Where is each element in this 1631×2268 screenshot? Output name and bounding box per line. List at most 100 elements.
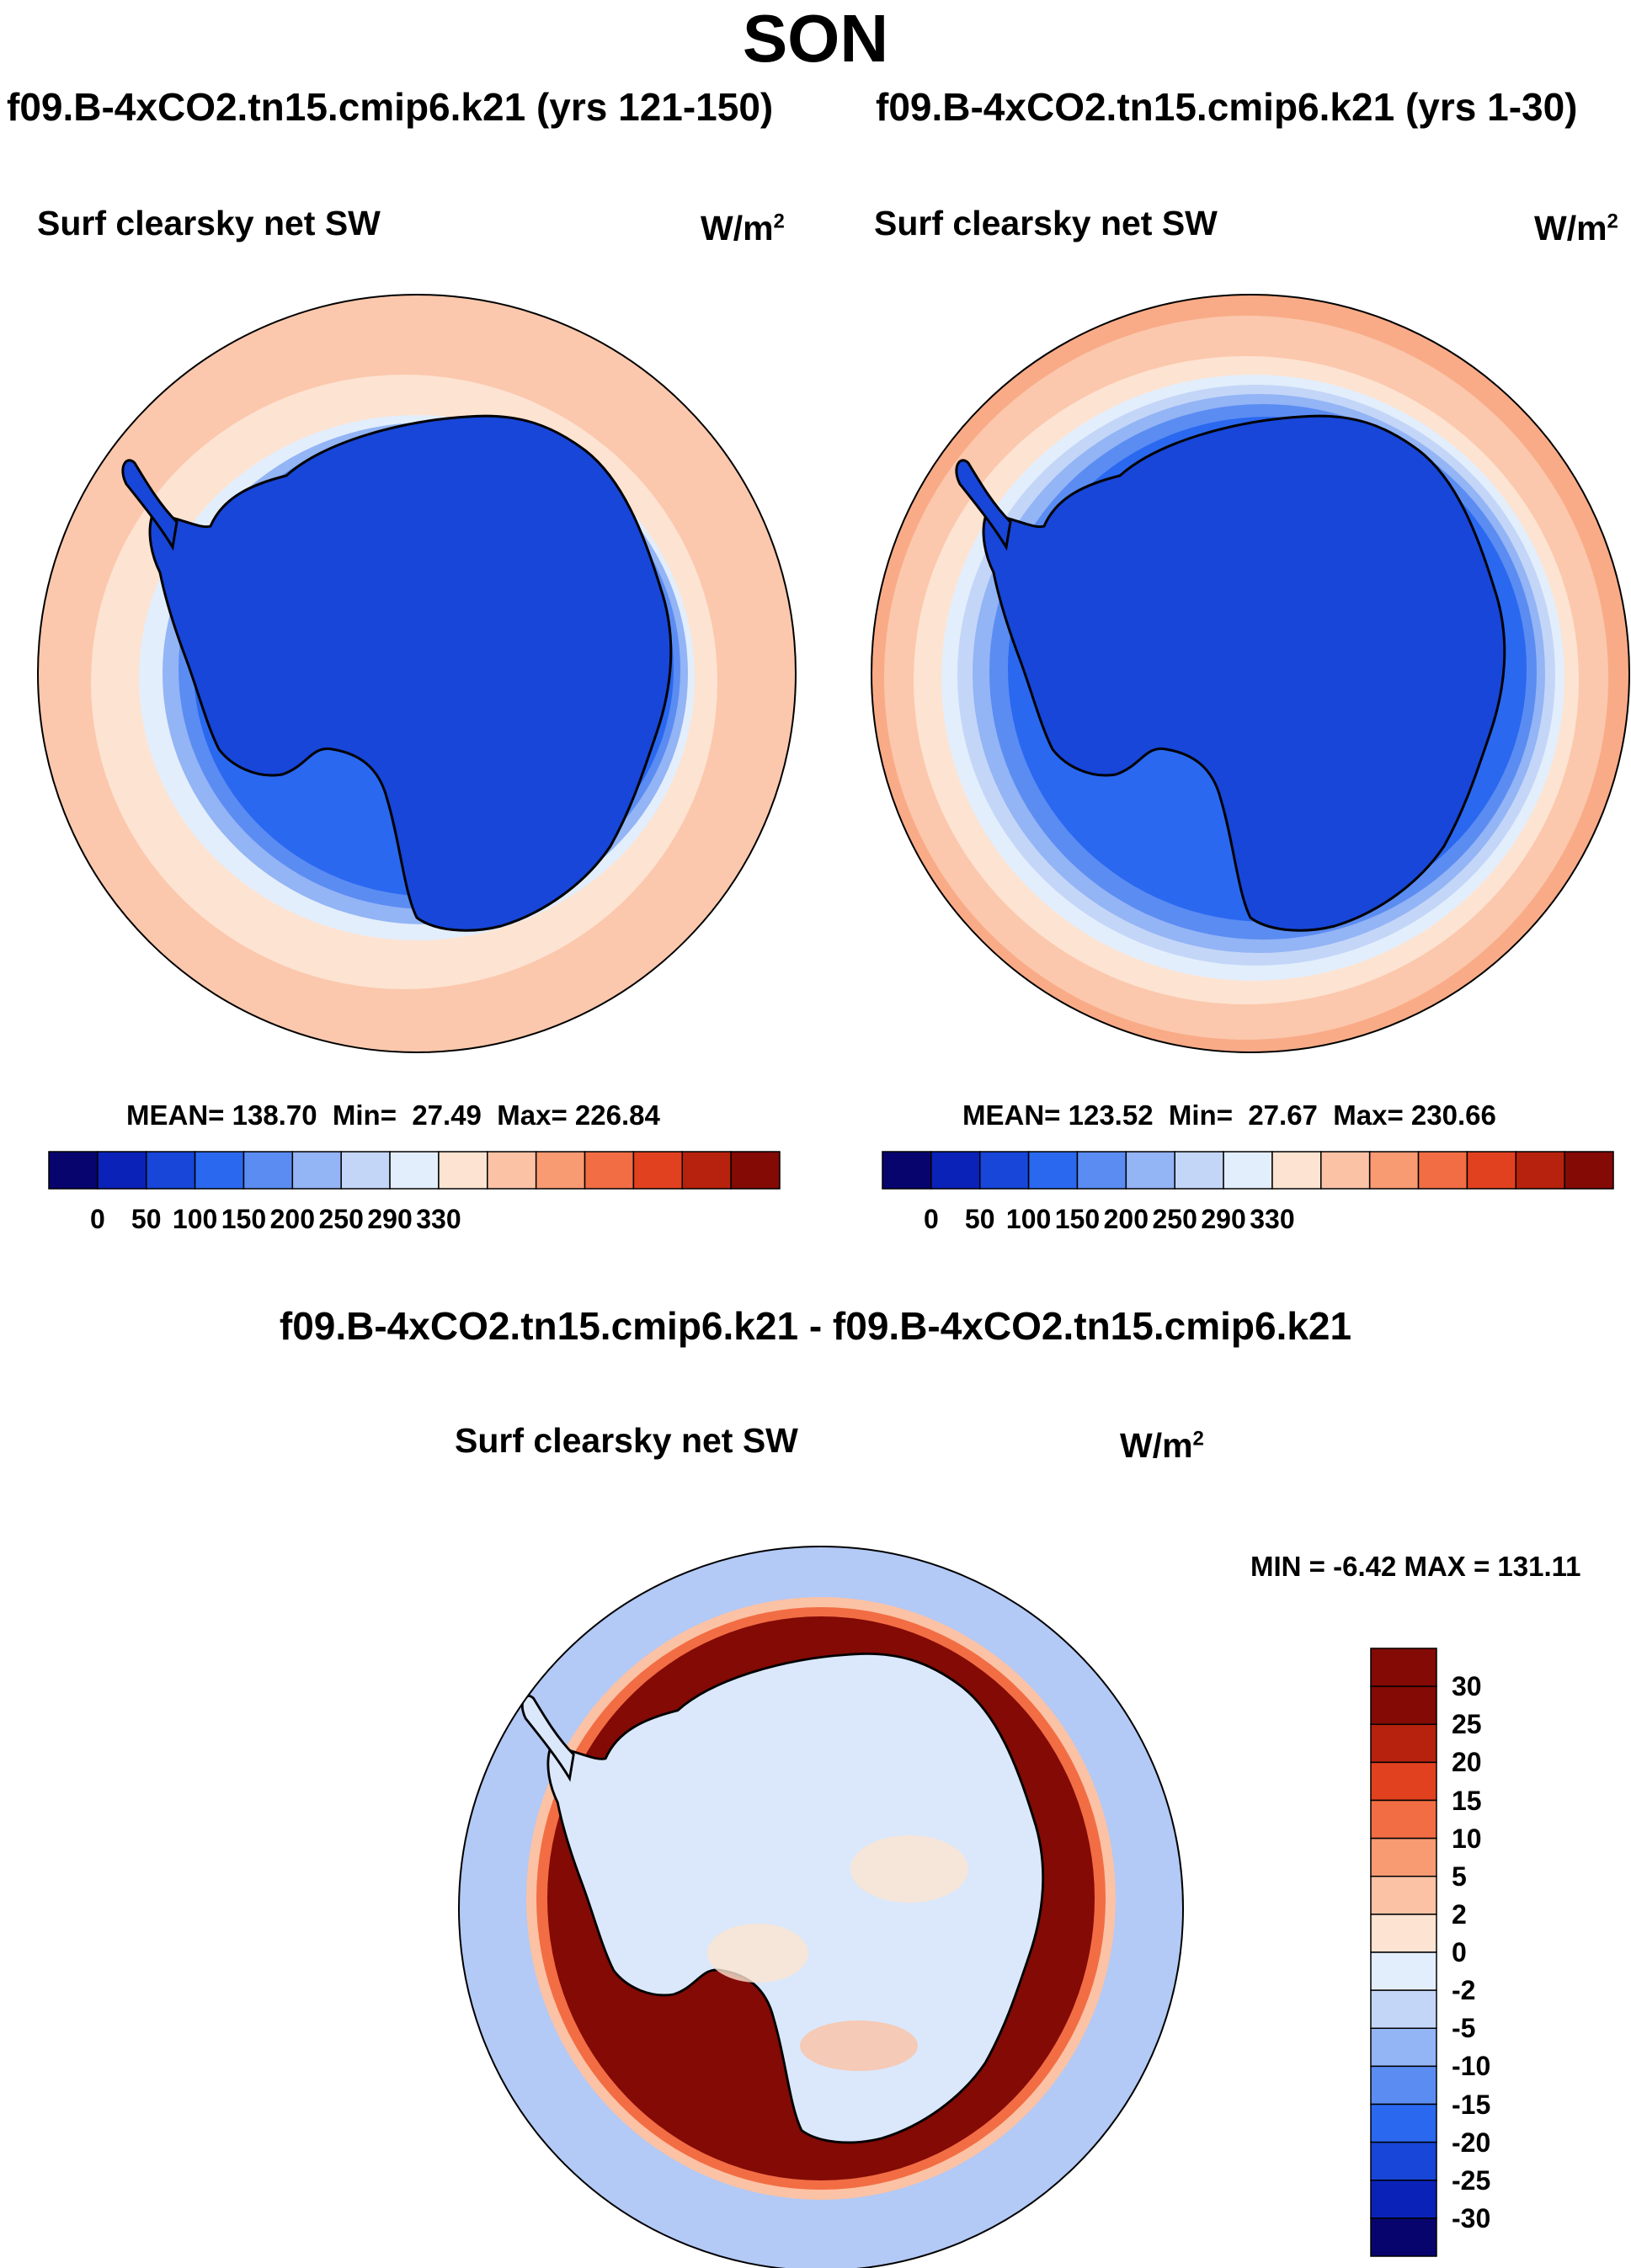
diff-colorbar-swatch	[1370, 1989, 1437, 2029]
panel-2-colorbar-swatch	[1515, 1151, 1565, 1190]
panel-1-colorbar-swatch	[584, 1151, 635, 1190]
panel-2-colorbar-swatch	[1027, 1151, 1079, 1190]
diff-colorbar-swatch	[1370, 1648, 1437, 1687]
panel-2-colorbar-swatch	[1320, 1151, 1371, 1190]
panel-2-colorbar-swatch	[1076, 1151, 1127, 1190]
diff-colorbar-swatch	[1370, 2027, 1437, 2068]
diff-colorbar-swatch	[1370, 2180, 1437, 2219]
diff-map	[459, 1547, 1183, 2268]
diff-variable: Surf clearsky net SW	[455, 1421, 798, 1460]
diff-colorbar-swatch	[1370, 2065, 1437, 2106]
diff-colorbar-tick-label: -30	[1452, 2202, 1491, 2233]
diff-colorbar-swatch	[1370, 2217, 1437, 2257]
panel-2-map	[871, 295, 1629, 1052]
diff-colorbar-tick-label: 2	[1452, 1898, 1467, 1930]
panel-2-colorbar-swatch	[1271, 1151, 1322, 1190]
panel-1-colorbar-swatch	[438, 1151, 488, 1190]
diff-units: W/m2	[1120, 1426, 1204, 1465]
panel-1-colorbar-swatch	[681, 1151, 732, 1190]
panel-2-colorbar-swatch	[1564, 1151, 1614, 1190]
panel-1-colorbar	[48, 1151, 781, 1190]
panel-2-units: W/m2	[1534, 209, 1618, 248]
panel-2-colorbar-swatch	[1368, 1151, 1420, 1190]
diff-colorbar-swatch	[1370, 1685, 1437, 1725]
panel-1-stats: MEAN= 138.70 Min= 27.49 Max= 226.84	[126, 1099, 660, 1131]
panel-2-colorbar-swatch	[1417, 1151, 1468, 1190]
panel-1-map	[38, 295, 796, 1052]
diff-colorbar-swatch	[1370, 1951, 1437, 1991]
diff-colorbar-tick-label: 15	[1452, 1785, 1482, 1816]
diff-colorbar-tick-label: -15	[1452, 2089, 1491, 2120]
panel-1-colorbar-tick-label: 200	[269, 1204, 316, 1234]
panel-2-colorbar-swatch	[1174, 1151, 1224, 1190]
diff-colorbar-tick-label: -2	[1452, 1975, 1476, 2006]
panel-1-map-border	[37, 294, 797, 1053]
panel-2-colorbar-swatch	[1466, 1151, 1517, 1190]
panel-1-units: W/m2	[701, 209, 785, 248]
panel-1-colorbar-swatch	[291, 1151, 342, 1190]
diff-colorbar-swatch	[1370, 1723, 1437, 1764]
diff-colorbar-swatch	[1370, 1799, 1437, 1839]
diff-colorbar-tick-label: 30	[1452, 1671, 1482, 1702]
diff-colorbar-tick-label: 25	[1452, 1709, 1482, 1740]
panel-1-colorbar-tick-label: 290	[367, 1204, 413, 1234]
panel-2-colorbar-tick-label: 250	[1152, 1204, 1197, 1234]
panel-1-colorbar-swatch	[487, 1151, 537, 1190]
panel-1-colorbar-swatch	[340, 1151, 391, 1190]
diff-colorbar-swatch	[1370, 2141, 1437, 2181]
panel-2-colorbar-tick-label: 330	[1250, 1204, 1295, 1234]
diff-patch-warm-2	[707, 1924, 808, 1983]
panel-2-stats: MEAN= 123.52 Min= 27.67 Max= 230.66	[962, 1099, 1496, 1131]
panel-1-colorbar-swatch	[243, 1151, 294, 1190]
panel-1-colorbar-tick-label: 50	[131, 1204, 162, 1234]
panel-2-colorbar-tick-label: 50	[964, 1204, 995, 1234]
diff-colorbar-tick-label: 10	[1452, 1823, 1482, 1854]
diff-colorbar-tick-label: 0	[1452, 1937, 1467, 1967]
diff-colorbar	[1370, 1648, 1437, 2257]
diff-colorbar-swatch	[1370, 1876, 1437, 1915]
diff-colorbar-tick-label: -20	[1452, 2127, 1491, 2158]
panel-1-colorbar-swatch	[632, 1151, 684, 1190]
panel-1-case-title: f09.B-4xCO2.tn15.cmip6.k21 (yrs 121-150)	[7, 85, 774, 129]
panel-1-colorbar-tick-label: 330	[416, 1204, 461, 1234]
diff-colorbar-swatch	[1370, 2103, 1437, 2143]
panel-2-colorbar-swatch	[930, 1151, 981, 1190]
panel-1-variable: Surf clearsky net SW	[37, 204, 381, 242]
panel-2-case-title: f09.B-4xCO2.tn15.cmip6.k21 (yrs 1-30)	[876, 85, 1578, 129]
diff-colorbar-tick-label: 20	[1452, 1747, 1482, 1778]
diff-colorbar-tick-label: 5	[1452, 1861, 1467, 1892]
diff-colorbar-tick-label: -5	[1452, 2013, 1476, 2044]
panel-2-variable: Surf clearsky net SW	[874, 204, 1218, 242]
panel-1-colorbar-tick-label: 250	[318, 1204, 364, 1234]
panel-1-colorbar-swatch	[535, 1151, 586, 1190]
diff-colorbar-tick-label: -25	[1452, 2164, 1491, 2196]
diff-range: MIN = -6.42 MAX = 131.11	[1250, 1551, 1581, 1582]
diff-colorbar-tick-label: -10	[1452, 2051, 1491, 2082]
panel-2-colorbar-tick-label: 150	[1054, 1204, 1101, 1234]
panel-2-colorbar-swatch	[1223, 1151, 1273, 1190]
diff-patch-warm-3	[800, 2020, 918, 2071]
panel-1-colorbar-tick-label: 150	[221, 1204, 267, 1234]
panel-2-colorbar-swatch	[882, 1151, 932, 1190]
panel-2-colorbar-tick-label: 0	[923, 1204, 939, 1234]
diff-colorbar-swatch	[1370, 1914, 1437, 1953]
diff-title: f09.B-4xCO2.tn15.cmip6.k21 - f09.B-4xCO2…	[279, 1304, 1352, 1348]
panel-2-colorbar-tick-label: 100	[1005, 1204, 1052, 1234]
panel-1-colorbar-swatch	[97, 1151, 147, 1190]
panel-2-colorbar-tick-label: 290	[1201, 1204, 1246, 1234]
panel-2-colorbar-tick-label: 200	[1103, 1204, 1149, 1234]
panel-2-map-border	[871, 294, 1630, 1053]
diff-map-border	[458, 1546, 1184, 2268]
figure-title: SON	[742, 1, 889, 76]
panel-2-colorbar-swatch	[978, 1151, 1030, 1190]
panel-1-colorbar-swatch	[194, 1151, 245, 1190]
diff-colorbar-swatch	[1370, 1837, 1437, 1877]
panel-1-colorbar-swatch	[730, 1151, 781, 1190]
panel-1-colorbar-swatch	[389, 1151, 440, 1190]
diff-patch-warm-1	[850, 1835, 968, 1903]
panel-2-colorbar	[882, 1151, 1614, 1190]
panel-2-colorbar-swatch	[1125, 1151, 1175, 1190]
panel-1-colorbar-swatch	[145, 1151, 196, 1190]
panel-1-colorbar-swatch	[48, 1151, 99, 1190]
